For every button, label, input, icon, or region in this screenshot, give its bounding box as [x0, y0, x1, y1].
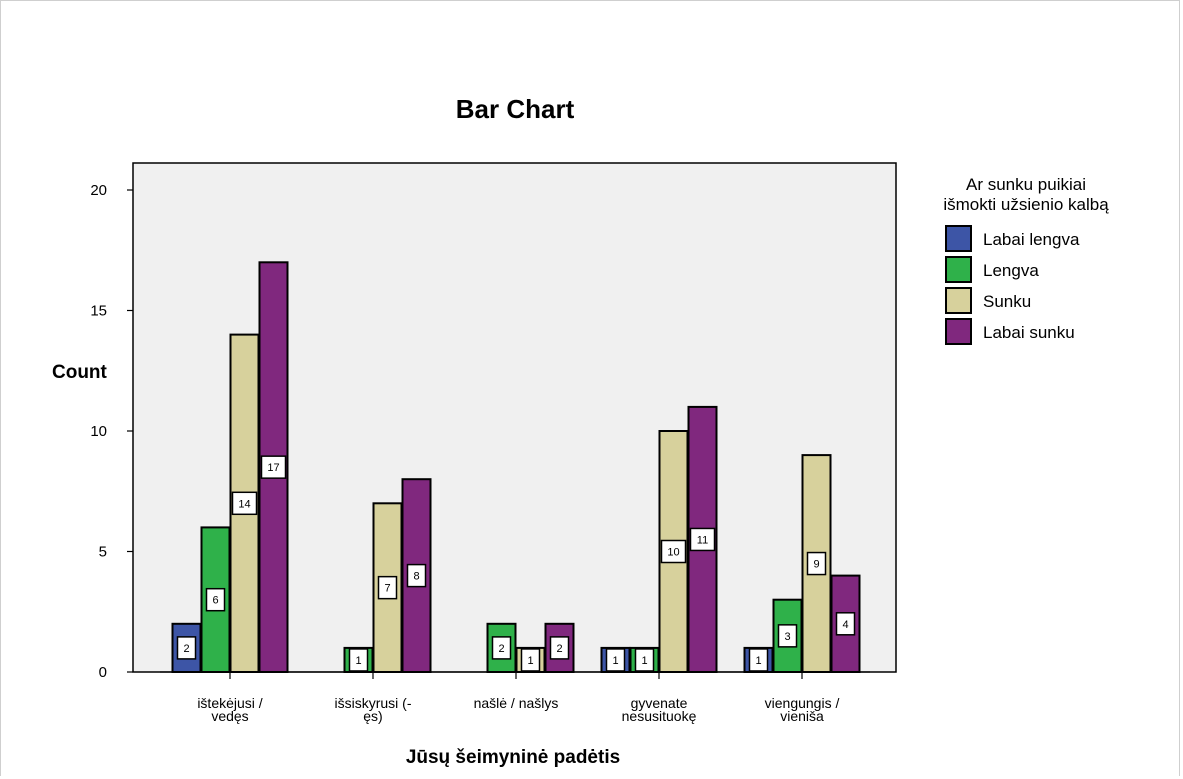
x-axis-title: Jūsų šeimyninė padėtis: [406, 747, 620, 768]
data-label-box: [348, 648, 369, 672]
y-tick-label: 15: [90, 303, 107, 320]
legend-swatch: [945, 287, 972, 314]
x-category-label: vieniša: [780, 708, 824, 724]
data-label: 4: [842, 619, 848, 631]
data-label-box: [605, 648, 626, 672]
y-tick-label: 0: [99, 664, 107, 681]
legend-title: išmokti užsienio kalbą: [943, 195, 1109, 214]
data-label: 7: [384, 583, 390, 595]
x-category-label: vedęs: [211, 708, 248, 724]
data-label: 1: [755, 655, 761, 667]
legend-swatch: [945, 318, 972, 345]
data-label: 11: [697, 534, 708, 546]
x-category-label: našlė / našlys: [474, 695, 559, 711]
legend-label: Labai sunku: [983, 323, 1075, 342]
x-category-label: ęs): [363, 708, 382, 724]
data-label: 6: [212, 595, 218, 607]
data-label-box: [806, 551, 827, 576]
data-label-box: [205, 587, 226, 612]
data-label-box: [260, 455, 287, 479]
data-label-box: [176, 636, 197, 660]
data-label: 1: [527, 655, 533, 667]
data-label-box: [748, 648, 769, 672]
x-axis: ištekėjusi /vedęs išsiskyrusi (-ęs) našlė …: [197, 672, 839, 724]
chart-title: Bar Chart: [456, 94, 575, 124]
data-label-box: [634, 648, 655, 672]
data-label-box: [231, 491, 258, 516]
data-label: 1: [355, 655, 361, 667]
y-tick-label: 5: [99, 544, 107, 561]
legend-label: Lengva: [983, 261, 1039, 280]
data-label: 10: [667, 547, 679, 559]
data-label: 17: [267, 462, 279, 474]
y-axis: 0 5 10 15 20: [90, 182, 133, 681]
x-category-label: viengungis /: [765, 695, 840, 711]
x-category-label: nesusituokę: [622, 708, 697, 724]
data-label: 1: [612, 655, 618, 667]
legend-swatch: [945, 225, 972, 252]
data-label: 2: [498, 643, 504, 655]
data-label: 8: [413, 571, 419, 583]
data-label-box: [491, 636, 512, 660]
data-label: 2: [183, 643, 189, 655]
legend-title: Ar sunku puikiai: [966, 175, 1086, 194]
legend-swatch: [945, 256, 972, 283]
data-label: 3: [784, 631, 790, 643]
data-label: 1: [641, 655, 647, 667]
legend-label: Sunku: [983, 292, 1031, 311]
data-label-box: [777, 624, 798, 648]
legend-label: Labai lengva: [983, 230, 1080, 249]
data-label-box: [689, 527, 716, 552]
x-category-label: išsiskyrusi (-: [335, 695, 412, 711]
data-label-box: [660, 539, 687, 564]
x-category-label: ištekėjusi /: [197, 695, 262, 711]
y-tick-label: 20: [90, 182, 107, 199]
data-label-box: [377, 575, 398, 600]
x-category-label: gyvenate: [631, 695, 688, 711]
data-label-box: [835, 612, 856, 636]
y-axis-title: Count: [52, 362, 108, 383]
data-label: 2: [556, 643, 562, 655]
y-tick-label: 10: [90, 423, 107, 440]
data-label-box: [406, 563, 427, 588]
data-label-box: [520, 648, 541, 672]
data-label: 9: [813, 559, 819, 571]
data-label-box: [549, 636, 570, 660]
data-label: 14: [238, 498, 250, 510]
